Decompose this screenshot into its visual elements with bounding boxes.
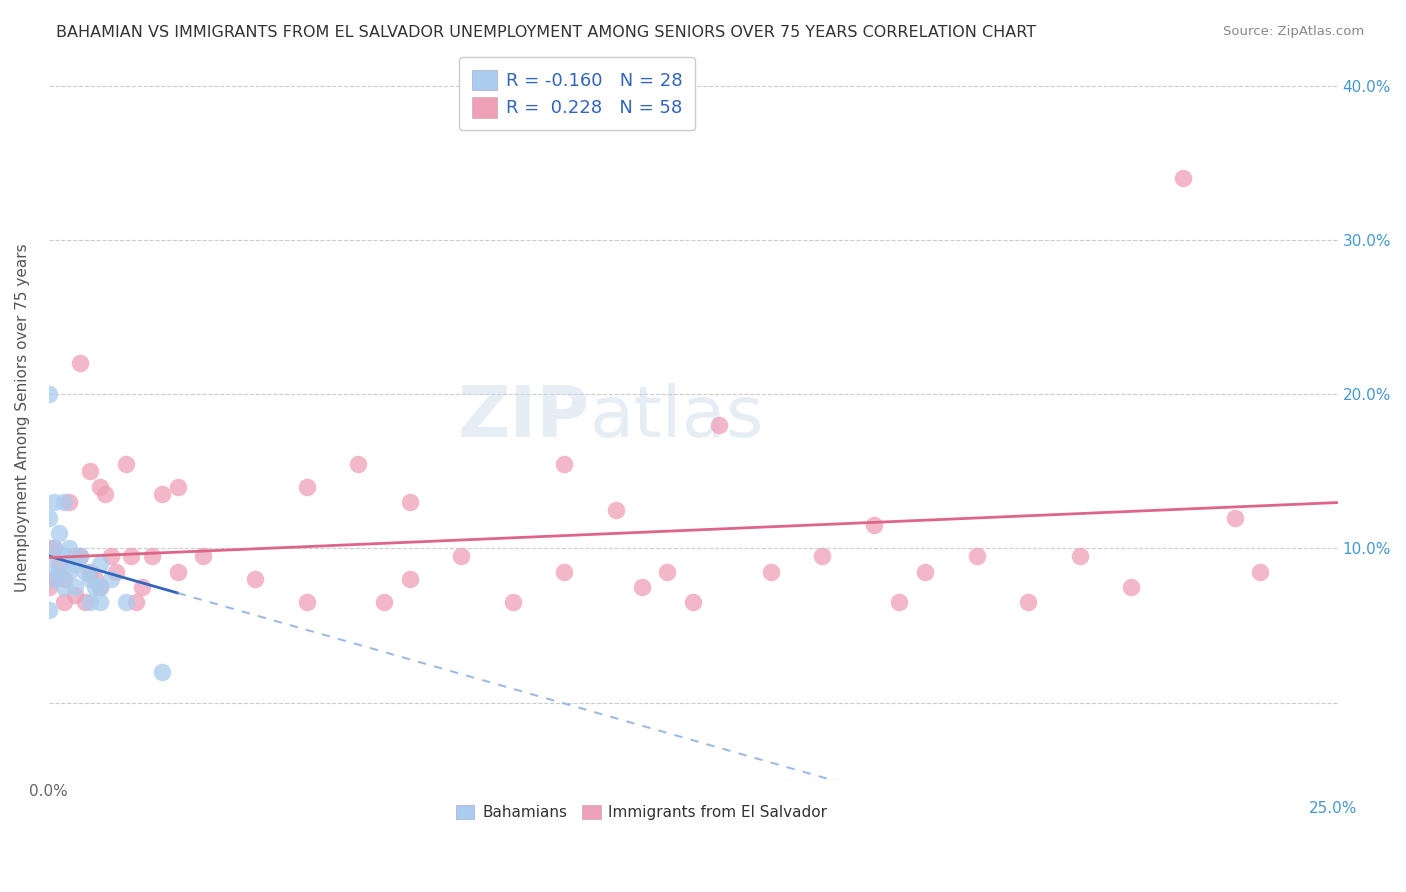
Point <box>73 595 96 609</box>
Point <box>73 565 96 579</box>
Point <box>38 387 60 401</box>
Point <box>862 518 884 533</box>
Point <box>1223 510 1246 524</box>
Point <box>84 580 107 594</box>
Point <box>115 595 138 609</box>
Point <box>63 549 86 563</box>
Point <box>42 572 65 586</box>
Point <box>398 572 420 586</box>
Point <box>166 565 188 579</box>
Point <box>63 580 86 594</box>
Point <box>53 495 76 509</box>
Point <box>69 356 91 370</box>
Point <box>48 557 70 571</box>
Point <box>63 557 86 571</box>
Point <box>553 565 575 579</box>
Point <box>94 487 117 501</box>
Text: ZIP: ZIP <box>458 383 591 452</box>
Point <box>89 595 111 609</box>
Point <box>243 572 266 586</box>
Point <box>605 503 627 517</box>
Point <box>1017 595 1039 609</box>
Point <box>48 565 70 579</box>
Point <box>63 588 86 602</box>
Point <box>79 595 101 609</box>
Point <box>131 580 153 594</box>
Point <box>100 549 122 563</box>
Point <box>42 572 65 586</box>
Point <box>141 549 163 563</box>
Point <box>889 595 911 609</box>
Point <box>707 418 730 433</box>
Legend: Bahamians, Immigrants from El Salvador: Bahamians, Immigrants from El Salvador <box>450 799 834 826</box>
Point <box>450 549 472 563</box>
Text: atlas: atlas <box>591 383 765 452</box>
Point <box>150 665 173 679</box>
Point <box>502 595 524 609</box>
Point <box>89 580 111 594</box>
Point <box>84 572 107 586</box>
Point <box>966 549 988 563</box>
Point <box>120 549 142 563</box>
Point <box>150 487 173 501</box>
Point <box>89 580 111 594</box>
Point <box>630 580 652 594</box>
Point <box>79 565 101 579</box>
Point <box>295 480 318 494</box>
Point <box>914 565 936 579</box>
Point <box>42 495 65 509</box>
Point <box>42 541 65 556</box>
Text: Source: ZipAtlas.com: Source: ZipAtlas.com <box>1223 25 1364 38</box>
Point <box>1171 171 1194 186</box>
Point <box>53 572 76 586</box>
Point <box>38 510 60 524</box>
Point <box>104 565 127 579</box>
Point <box>69 549 91 563</box>
Point <box>1249 565 1271 579</box>
Point <box>53 595 76 609</box>
Point <box>38 580 60 594</box>
Y-axis label: Unemployment Among Seniors over 75 years: Unemployment Among Seniors over 75 years <box>15 243 30 591</box>
Text: 25.0%: 25.0% <box>1309 801 1357 816</box>
Point <box>759 565 782 579</box>
Point <box>373 595 395 609</box>
Point <box>42 541 65 556</box>
Point <box>657 565 679 579</box>
Point <box>48 526 70 541</box>
Point <box>79 464 101 478</box>
Text: BAHAMIAN VS IMMIGRANTS FROM EL SALVADOR UNEMPLOYMENT AMONG SENIORS OVER 75 YEARS: BAHAMIAN VS IMMIGRANTS FROM EL SALVADOR … <box>56 25 1036 40</box>
Point <box>58 495 80 509</box>
Point <box>69 549 91 563</box>
Point <box>100 572 122 586</box>
Point <box>682 595 704 609</box>
Point <box>89 557 111 571</box>
Point <box>295 595 318 609</box>
Point <box>53 549 76 563</box>
Point <box>53 580 76 594</box>
Point <box>166 480 188 494</box>
Point <box>89 480 111 494</box>
Point <box>38 557 60 571</box>
Point <box>58 541 80 556</box>
Point <box>1121 580 1143 594</box>
Point <box>553 457 575 471</box>
Point <box>58 565 80 579</box>
Point <box>347 457 370 471</box>
Point <box>398 495 420 509</box>
Point <box>1069 549 1091 563</box>
Point <box>38 603 60 617</box>
Point <box>38 541 60 556</box>
Point <box>125 595 148 609</box>
Point <box>811 549 834 563</box>
Point <box>193 549 215 563</box>
Point <box>79 572 101 586</box>
Point <box>115 457 138 471</box>
